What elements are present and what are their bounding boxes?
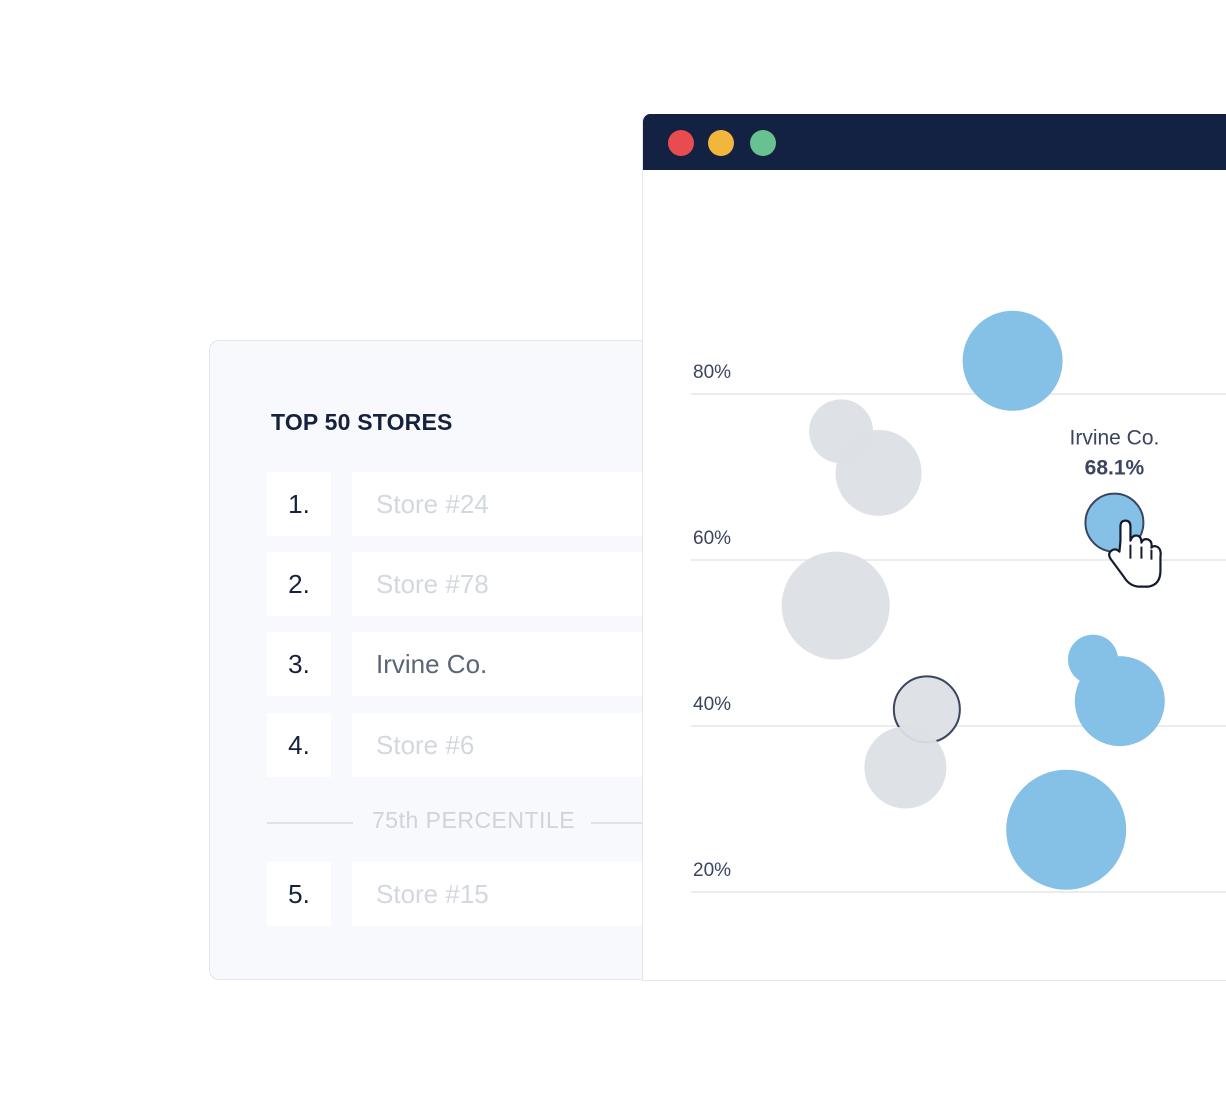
hand-cursor-icon: [1108, 519, 1162, 588]
store-name: Store #24: [352, 472, 648, 536]
list-title: TOP 50 STORES: [271, 409, 453, 435]
top-stores-panel: TOP 50 STORES 1. Store #24 2. Store #78 …: [209, 340, 649, 980]
rank-label: 4.: [267, 713, 331, 777]
rank-label: 5.: [267, 862, 331, 926]
tooltip-label: Irvine Co.: [1070, 427, 1160, 450]
y-tick-label: 60%: [693, 528, 731, 549]
bubble: [781, 551, 890, 660]
bubble-chart: 80% 60% 40% 20% Irvine Co. 68.1%: [691, 310, 1226, 893]
maximize-dot-icon[interactable]: [750, 130, 776, 156]
divider-line: [267, 822, 353, 824]
chart-window: 80% 60% 40% 20% Irvine Co. 68.1%: [642, 114, 1226, 981]
divider-line: [591, 822, 648, 824]
rank-label: 2.: [267, 552, 331, 616]
store-name: Irvine Co.: [352, 632, 648, 696]
percentile-divider: 75th PERCENTILE: [267, 807, 648, 837]
rank-label: 1.: [267, 472, 331, 536]
bubble: [1006, 769, 1127, 890]
percentile-label: 75th PERCENTILE: [372, 807, 576, 833]
y-tick-label: 40%: [693, 694, 731, 715]
list-row-2[interactable]: 2. Store #78: [267, 552, 648, 616]
bubble: [1074, 656, 1165, 747]
list-row-1[interactable]: 1. Store #24: [267, 472, 648, 536]
y-tick-label: 20%: [693, 860, 731, 881]
store-name: Store #15: [352, 862, 648, 926]
store-name: Store #78: [352, 552, 648, 616]
rank-label: 3.: [267, 632, 331, 696]
y-tick-label: 80%: [693, 362, 731, 383]
close-dot-icon[interactable]: [668, 130, 694, 156]
list-row-3[interactable]: 3. Irvine Co.: [267, 632, 648, 696]
store-name: Store #6: [352, 713, 648, 777]
list-row-5[interactable]: 5. Store #15: [267, 862, 648, 926]
bubble: [864, 726, 947, 809]
minimize-dot-icon[interactable]: [708, 130, 734, 156]
list-row-4[interactable]: 4. Store #6: [267, 713, 648, 777]
window-titlebar: [643, 114, 1226, 170]
tooltip-value: 68.1%: [1085, 457, 1145, 480]
bubble: [962, 310, 1063, 411]
bubble: [835, 429, 922, 516]
